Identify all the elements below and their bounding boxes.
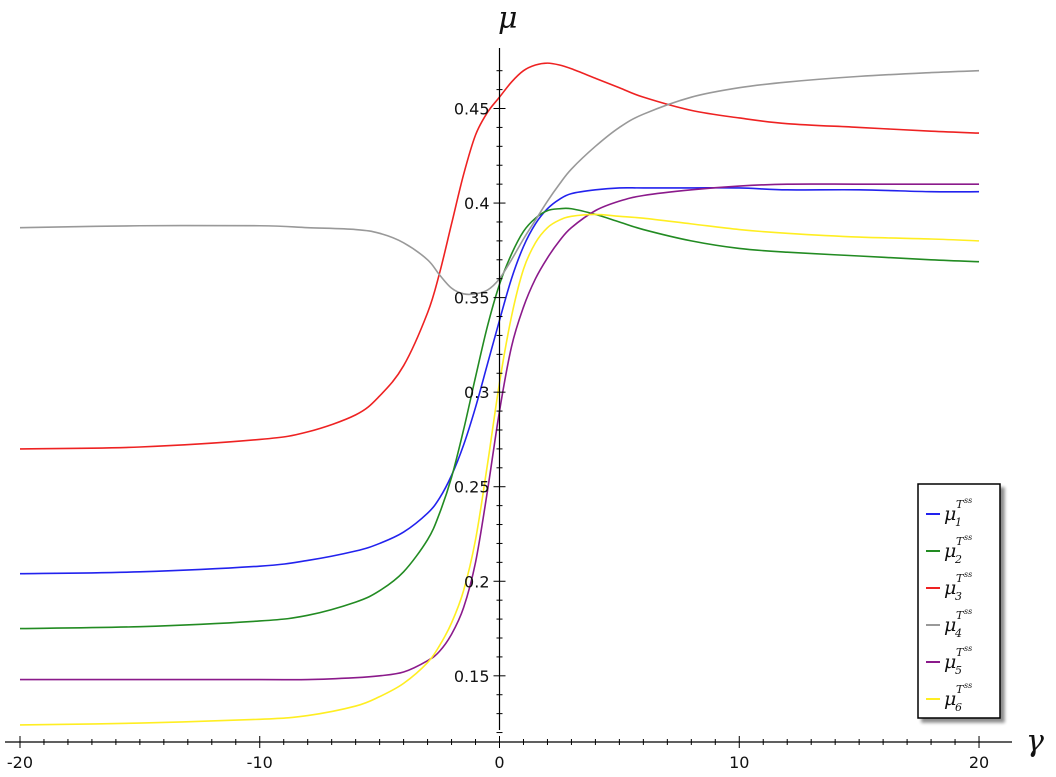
legend-entry-4: μ4 T ss bbox=[926, 607, 972, 640]
series-line-3 bbox=[19, 62, 980, 450]
legend-superscript: T bbox=[956, 498, 965, 511]
series-line-5 bbox=[19, 183, 980, 681]
y-tick-label: 0.35 bbox=[454, 289, 490, 308]
y-tick-label: 0.45 bbox=[454, 100, 490, 119]
legend-superscript-ss: ss bbox=[964, 607, 972, 616]
legend-symbol: μ bbox=[944, 651, 956, 673]
x-tick-label: 0 bbox=[494, 753, 504, 772]
legend-entry-2: μ2 T ss bbox=[926, 533, 972, 566]
series-line-4 bbox=[19, 69, 980, 296]
legend-superscript: T bbox=[956, 646, 965, 659]
legend-box bbox=[917, 483, 1001, 719]
legend-superscript-ss: ss bbox=[964, 644, 972, 653]
series-layer bbox=[19, 62, 980, 726]
x-tick-label: 10 bbox=[729, 753, 749, 772]
x-tick-label: -20 bbox=[7, 753, 33, 772]
y-tick-label: 0.4 bbox=[464, 194, 489, 213]
legend-entry-3: μ3 T ss bbox=[926, 570, 972, 603]
legend-subscript: 3 bbox=[955, 590, 962, 603]
legend-superscript: T bbox=[956, 609, 965, 622]
legend-subscript: 4 bbox=[954, 627, 962, 640]
axes: -20 -10 0 10 20 0.15 0.2 0.25 0.3 0.35 0.4 0.45 bbox=[5, 48, 1012, 772]
legend-entry-6: μ6 T ss bbox=[926, 681, 972, 714]
legend-superscript: T bbox=[956, 535, 965, 548]
legend-subscript: 2 bbox=[954, 553, 962, 566]
legend-entry-5: μ5 T ss bbox=[926, 644, 972, 677]
legend-superscript: T bbox=[956, 683, 965, 696]
legend-subscript: 1 bbox=[955, 516, 962, 529]
x-axis-label: γ bbox=[1026, 724, 1044, 759]
y-tick-label: 0.25 bbox=[454, 478, 490, 497]
x-tick-label: 20 bbox=[969, 753, 989, 772]
x-tick-label: -10 bbox=[247, 753, 273, 772]
y-tick-label: 0.3 bbox=[464, 383, 489, 402]
legend-symbol: μ bbox=[944, 688, 956, 710]
legend-superscript-ss: ss bbox=[964, 496, 972, 505]
series-line-6 bbox=[19, 213, 980, 726]
y-tick-label: 0.15 bbox=[454, 667, 490, 686]
x-ticks: -20 -10 0 10 20 bbox=[7, 736, 989, 772]
legend-symbol: μ bbox=[944, 503, 956, 525]
legend-subscript: 5 bbox=[955, 664, 962, 677]
legend-symbol: μ bbox=[944, 577, 956, 599]
legend-superscript-ss: ss bbox=[964, 533, 972, 542]
y-axis-label: μ bbox=[498, 1, 518, 36]
legend-superscript-ss: ss bbox=[964, 570, 972, 579]
legend-symbol: μ bbox=[944, 540, 956, 562]
y-tick-label: 0.2 bbox=[464, 572, 489, 591]
legend-entry-1: μ1 T ss bbox=[926, 496, 972, 529]
series-line-2 bbox=[19, 207, 980, 630]
legend-superscript: T bbox=[956, 572, 965, 585]
legend-subscript: 6 bbox=[955, 701, 962, 714]
y-ticks: 0.15 0.2 0.25 0.3 0.35 0.4 0.45 bbox=[454, 70, 506, 734]
legend-superscript-ss: ss bbox=[964, 681, 972, 690]
legend-symbol: μ bbox=[944, 614, 956, 636]
